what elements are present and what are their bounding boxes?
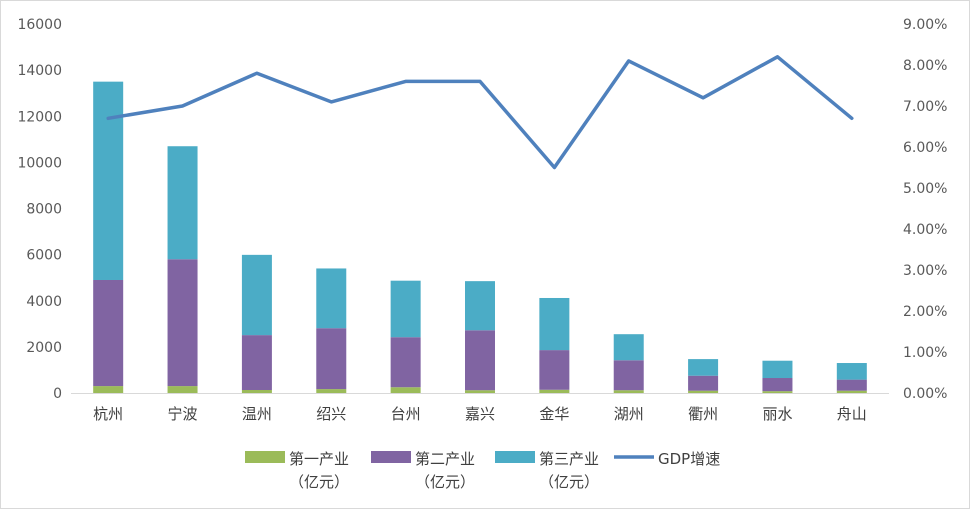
legend-label: 第二产业 — [415, 450, 475, 468]
bar — [167, 259, 198, 387]
bar — [390, 280, 421, 338]
x-tick-label: 嘉兴 — [465, 405, 495, 423]
y-right-tick-label: 6.00% — [903, 140, 947, 156]
bar — [836, 379, 867, 391]
x-tick-label: 丽水 — [762, 405, 792, 423]
bar — [836, 363, 867, 380]
bar — [465, 281, 495, 331]
y-left-tick-label: 4000 — [26, 294, 62, 310]
y-left-tick-label: 2000 — [26, 340, 62, 356]
bar — [465, 330, 495, 391]
y-right-tick-label: 0.00% — [903, 386, 947, 402]
bar — [241, 254, 272, 336]
y-left-tick-label: 12000 — [17, 109, 62, 125]
x-tick-label: 衢州 — [688, 405, 718, 423]
bar — [688, 390, 719, 393]
legend-label-unit: （亿元） — [539, 473, 599, 491]
bar — [167, 386, 198, 393]
y-right-tick-label: 3.00% — [903, 263, 947, 279]
bar — [390, 337, 421, 388]
bar — [539, 389, 570, 393]
bar — [93, 81, 124, 280]
bar — [688, 359, 719, 376]
bar — [613, 334, 644, 361]
legend-swatch — [495, 451, 535, 463]
legend-swatch — [245, 451, 285, 463]
y-left-tick-label: 10000 — [17, 155, 62, 171]
bar — [241, 390, 272, 393]
x-tick-label: 台州 — [391, 405, 421, 423]
bar — [762, 360, 793, 379]
series-line — [106, 55, 854, 170]
x-tick-label: 金华 — [539, 405, 569, 423]
bar — [316, 328, 347, 390]
x-tick-label: 温州 — [242, 405, 272, 423]
legend-swatch — [371, 451, 411, 463]
bar — [539, 297, 570, 351]
y-right-tick-label: 7.00% — [903, 99, 947, 115]
y-right-tick-label: 9.00% — [903, 17, 947, 33]
bar — [93, 386, 124, 393]
x-tick-label: 宁波 — [168, 405, 198, 423]
bar — [688, 375, 719, 391]
bar — [762, 378, 793, 392]
legend-label: 第一产业 — [289, 450, 349, 468]
bar — [390, 387, 421, 393]
bar — [316, 389, 347, 393]
y-left-tick-label: 14000 — [17, 63, 62, 79]
legend-label-unit: （亿元） — [289, 473, 349, 491]
y-right-tick-label: 4.00% — [903, 222, 947, 238]
x-tick-label: 舟山 — [837, 405, 867, 423]
bar — [93, 279, 124, 387]
bar — [167, 146, 198, 260]
y-left-tick-label: 16000 — [17, 17, 62, 33]
y-right-tick-label: 1.00% — [903, 345, 947, 361]
bar — [241, 335, 272, 391]
x-tick-label: 绍兴 — [316, 405, 346, 423]
y-right-tick-label: 2.00% — [903, 304, 947, 320]
y-right-tick-label: 8.00% — [903, 58, 947, 74]
legend-label-unit: （亿元） — [415, 473, 475, 491]
bar — [539, 350, 570, 390]
bar — [613, 390, 644, 393]
legend-label: GDP增速 — [658, 450, 720, 468]
bar — [613, 360, 644, 391]
bar — [465, 390, 495, 393]
y-right-tick-label: 5.00% — [903, 181, 947, 197]
legend-label: 第三产业 — [539, 450, 599, 468]
bar — [316, 268, 347, 329]
y-left-tick-label: 0 — [53, 386, 62, 402]
y-left-tick-label: 8000 — [26, 202, 62, 218]
bar — [762, 391, 793, 393]
y-left-tick-label: 6000 — [26, 248, 62, 264]
x-tick-label: 湖州 — [614, 405, 644, 423]
bar — [836, 390, 867, 393]
x-tick-label: 杭州 — [93, 405, 123, 423]
